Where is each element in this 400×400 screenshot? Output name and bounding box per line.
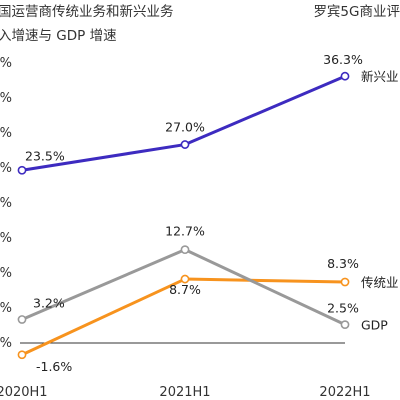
data-label-traditional: 8.3% (327, 256, 359, 271)
y-tick-label: % (0, 91, 12, 106)
data-point-traditional (180, 274, 190, 284)
data-label-gdp: 2.5% (327, 301, 359, 316)
y-axis-ticks: %%%%%%%%% (0, 56, 12, 351)
x-tick-label: 2022H1 (319, 385, 370, 400)
data-point-new_business (340, 71, 350, 81)
data-labels: 23.5% 27.0% 36.3% 新兴业 -1.6% 8.7% 8.3%传统业 3.2% 12… (25, 52, 399, 374)
data-point-new_business (180, 140, 190, 149)
series-name-new_business: 新兴业 (361, 69, 399, 84)
data-point-gdp (340, 320, 350, 330)
chart-title-line-2: 入增速与 GDP 增速 (0, 28, 117, 44)
data-label-new_business: 27.0% (165, 120, 205, 135)
series-points (17, 71, 350, 360)
series-lines (20, 74, 347, 357)
data-label-gdp: 3.2% (33, 295, 65, 310)
data-label-traditional: 8.7% (169, 282, 201, 297)
data-point-new_business (17, 165, 27, 175)
data-point-traditional (340, 277, 350, 287)
x-axis: 2020H1 2021H1 2022H1 (0, 385, 371, 400)
series-name-gdp: GDP (361, 318, 388, 333)
x-tick-label: 2021H1 (159, 385, 210, 400)
y-tick-label: % (0, 231, 12, 246)
data-point-gdp (180, 245, 190, 255)
data-label-traditional: -1.6% (36, 359, 72, 374)
x-tick-label: 2020H1 (0, 385, 48, 400)
source-label: 罗宾5G商业评 (313, 4, 400, 20)
chart-title-line-1: 国运营商传统业务和新兴业务 (0, 4, 174, 20)
series-name-traditional: 传统业 (361, 275, 399, 290)
y-tick-label: % (0, 301, 12, 316)
data-label-new_business: 36.3% (323, 52, 363, 67)
data-label-new_business: 23.5% (25, 148, 65, 163)
y-tick-label: % (0, 336, 12, 351)
y-tick-label: % (0, 161, 12, 176)
y-tick-label: % (0, 266, 12, 281)
y-tick-label: % (0, 56, 12, 71)
data-point-gdp (17, 315, 27, 324)
data-point-traditional (17, 350, 27, 360)
data-label-gdp: 12.7% (165, 224, 205, 239)
y-tick-label: % (0, 126, 12, 141)
y-tick-label: % (0, 196, 12, 211)
